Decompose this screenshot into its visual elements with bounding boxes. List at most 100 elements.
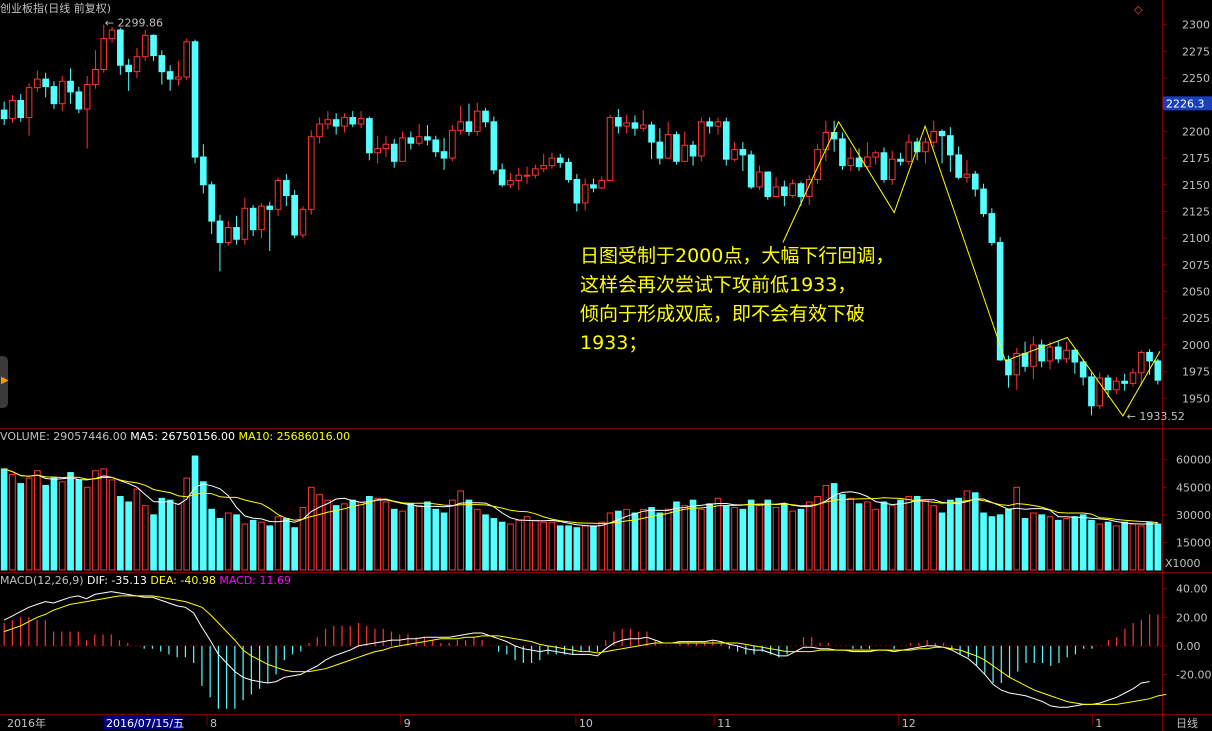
candle-body [291,194,298,236]
volume-bar [623,508,630,571]
volume-bar [540,521,547,571]
volume-bar [274,516,282,571]
volume-bar [473,508,481,571]
annotation-line: 这样会再次尝试下攻前低1933， [580,274,857,296]
volume-bar [1021,518,1029,571]
volume-bar [988,516,996,571]
period-tab[interactable]: 日线 [1176,717,1198,730]
low-label: ← 1933.52 [1127,410,1185,423]
candle-body [1021,352,1029,367]
volume-bar [366,495,373,571]
candle-body [42,78,49,88]
volume-bar [532,519,539,571]
candle-body [432,139,440,153]
volume-bar [1071,516,1079,571]
volume-bar [482,514,489,571]
candle-body [216,220,224,243]
candle-body [963,173,971,178]
volume-bar [581,525,589,571]
volume-bar [92,470,99,571]
candle-body [590,184,597,189]
price-tick-label: 2025 [1182,312,1210,325]
candle-body [17,99,25,119]
candle-body [1046,346,1054,362]
candle-body [357,118,365,125]
candle-body [440,151,448,159]
volume-bar [424,501,431,571]
candle-body [971,173,979,190]
candle-body [224,227,232,243]
candle-body [191,41,199,158]
candle-body [888,158,896,180]
volume-bar [291,527,298,571]
candle-body [540,165,547,170]
volume-bar [1063,518,1070,571]
volume-bar [565,525,572,571]
price-tick-label: 2000 [1182,339,1210,352]
volume-bar [764,499,772,571]
candle-body [805,178,813,198]
candle-body [9,99,16,120]
volume-bar [747,499,755,571]
candle-body [150,34,157,57]
side-expand-tab[interactable]: ▶ [0,356,9,408]
macd-dea: DEA: -40.98 [150,574,216,587]
volume-bar [133,488,141,571]
volume-bar [0,468,8,571]
volume-bar [183,477,191,571]
price-tick-label: 2100 [1182,232,1210,245]
candle-body [673,134,680,162]
volume-bar [689,499,697,571]
candle-body [307,136,315,210]
candle-body [233,227,240,240]
candle-body [83,83,91,110]
volume-bar [1038,514,1045,571]
volume-bar [606,512,614,571]
volume-bar [1146,521,1153,571]
diamond-icon[interactable]: ◇ [1134,3,1143,16]
candle-body [955,154,962,178]
candle-body [299,208,307,236]
volume-bar [698,508,705,571]
volume-bar [258,521,265,571]
candle-body [872,152,879,158]
candle-body [764,171,772,198]
volume-bar [58,481,66,571]
candle-body [415,136,423,144]
candle-body [847,157,855,167]
volume-bar [9,473,16,571]
volume-bar [656,512,664,571]
volume-bar [947,499,954,571]
macd-dif-line [3,591,1150,708]
candle-body [200,156,207,186]
candle-body [631,122,639,129]
volume-ma5-line [4,468,1158,527]
candle-body [664,134,672,159]
volume-bar [50,477,58,571]
volume-bar [407,503,415,571]
candle-body [1113,380,1120,391]
price-tick-label: 1975 [1182,366,1210,379]
candle-body [897,158,904,162]
volume-bar [706,503,713,571]
volume-bar [349,499,357,571]
volume-bar [166,499,174,571]
candle-body [258,205,265,231]
volume-bar [357,501,365,571]
volume-bar [490,518,498,571]
candle-body [382,143,390,150]
volume-bar [34,470,41,571]
candle-body [100,38,108,71]
volume-bar [722,505,730,571]
volume-bar [556,525,564,571]
volume-bar [922,499,929,571]
candle-body [756,171,763,188]
volume-bar [307,486,315,571]
volume-bar [996,514,1004,571]
candle-body [1071,349,1079,363]
volume-bar [756,503,763,571]
candle-body [449,129,456,159]
candle-body [349,117,357,125]
volume-label: VOLUME: 29057446.00 [0,430,127,443]
